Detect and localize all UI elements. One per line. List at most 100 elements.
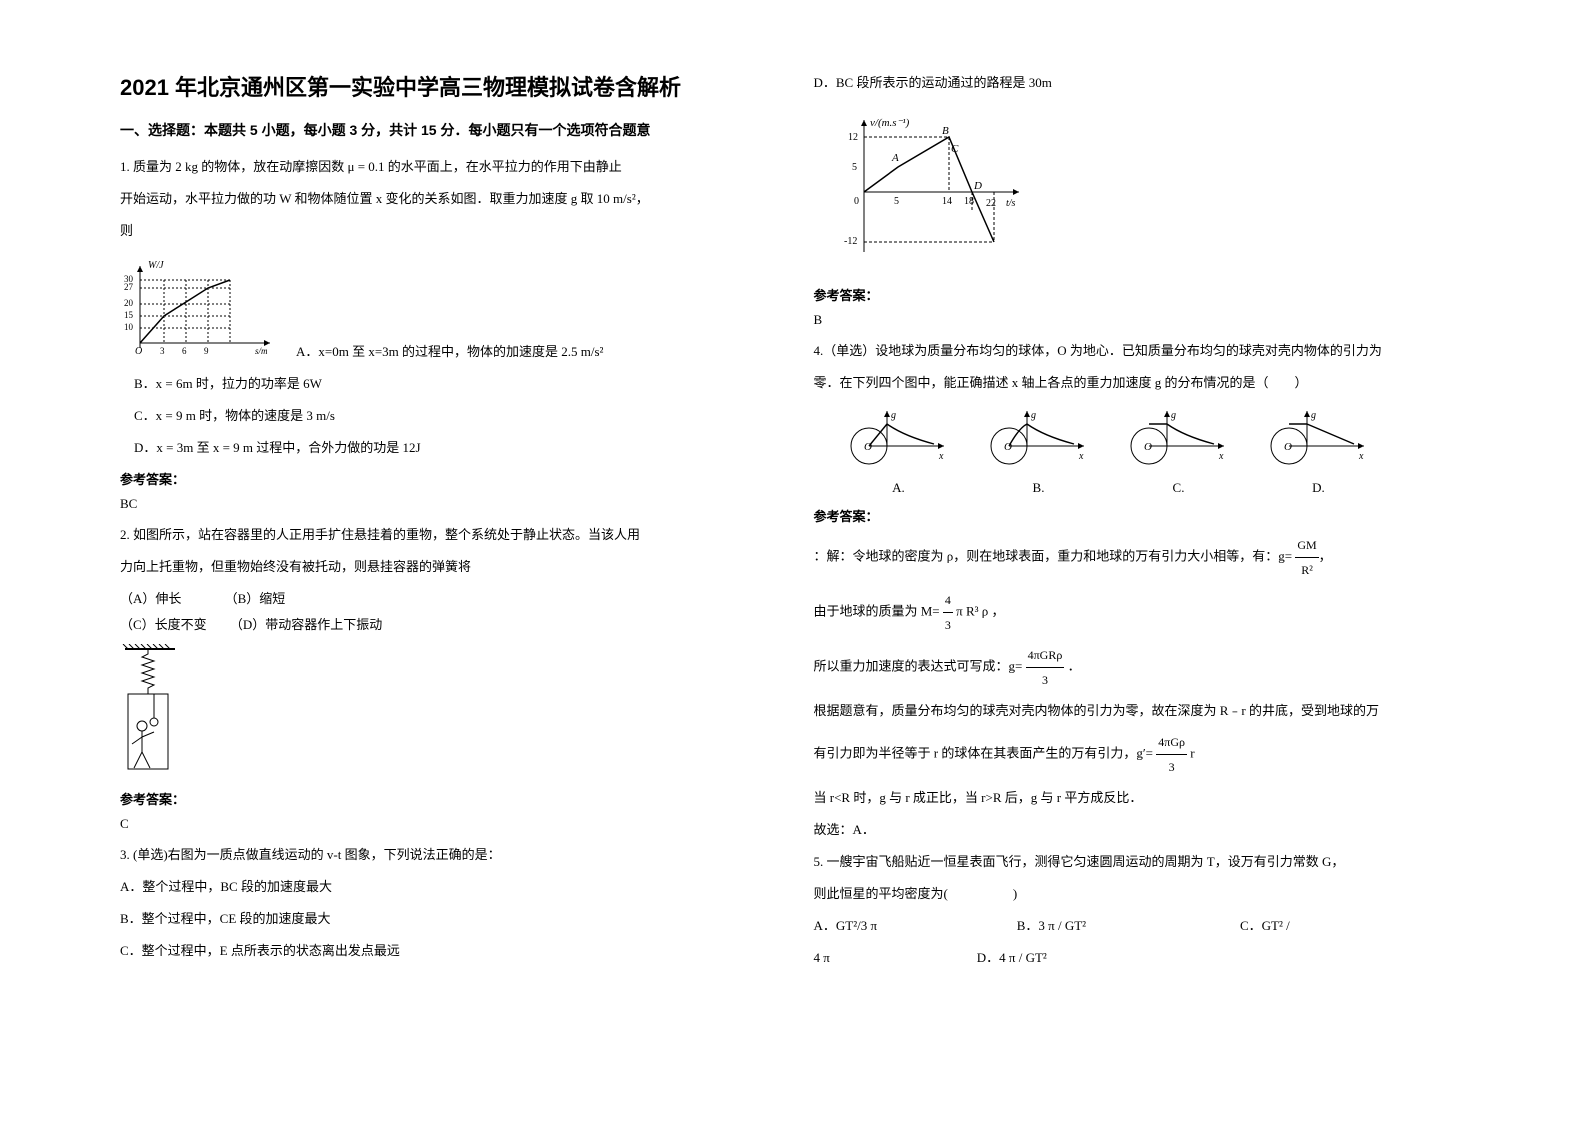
svg-text:-12: -12 bbox=[844, 236, 857, 247]
svg-text:O: O bbox=[135, 346, 142, 357]
svg-text:g: g bbox=[1031, 410, 1036, 421]
svg-text:C: C bbox=[951, 143, 959, 155]
q4-label-d: D. bbox=[1264, 480, 1374, 496]
q4-sol3b: ． bbox=[1068, 658, 1081, 673]
q4-sol-line4: 根据题意有，质量分布均匀的球壳对壳内物体的引力为零，故在深度为 R﹣r 的井底，… bbox=[814, 698, 1468, 724]
q2-option-a: （A）伸长 bbox=[120, 591, 181, 606]
q4-fig-d: O g x D. bbox=[1264, 406, 1374, 496]
svg-text:g: g bbox=[1311, 410, 1316, 421]
q4-fig-b: O g x B. bbox=[984, 406, 1094, 496]
q4-sol3-num: 4πGRρ bbox=[1026, 643, 1065, 668]
q3-answer: B bbox=[814, 312, 1468, 328]
svg-text:20: 20 bbox=[124, 298, 134, 308]
q4-fig-a: O g x A. bbox=[844, 406, 954, 496]
svg-text:9: 9 bbox=[204, 346, 209, 356]
q4-sol5-den: 3 bbox=[1156, 755, 1187, 779]
svg-text:t/s: t/s bbox=[1006, 198, 1016, 209]
q4-sol-line5: 有引力即为半径等于 r 的球体在其表面产生的万有引力，g′= 4πGρ 3 r bbox=[814, 730, 1468, 779]
q4-sol3a: 所以重力加速度的表达式可写成：g= bbox=[814, 658, 1023, 673]
svg-text:3: 3 bbox=[160, 346, 165, 356]
svg-text:D: D bbox=[973, 180, 982, 192]
q1-answer: BC bbox=[120, 496, 774, 512]
q4-label-a: A. bbox=[844, 480, 954, 496]
svg-text:A: A bbox=[891, 152, 899, 164]
q4-sol-line3: 所以重力加速度的表达式可写成：g= 4πGRρ 3 ． bbox=[814, 643, 1468, 692]
svg-text:O: O bbox=[1144, 441, 1152, 453]
q2-option-b: （B）缩短 bbox=[225, 591, 286, 606]
q4-fig-c: O g x C. bbox=[1124, 406, 1234, 496]
q4-stem-line2: 零．在下列四个图中，能正确描述 x 轴上各点的重力加速度 g 的分布情况的是（ … bbox=[814, 370, 1468, 396]
q3-chart: v/(m.s⁻¹) 12 5 0 -12 5 14 18 22 t/s A B … bbox=[834, 112, 1034, 267]
q4-sol3-den: 3 bbox=[1026, 668, 1065, 692]
q5-stem-line1: 5. 一艘宇宙飞船贴近一恒星表面飞行，测得它匀速圆周运动的周期为 T，设万有引力… bbox=[814, 849, 1468, 875]
q3-option-c: C．整个过程中，E 点所表示的状态离出发点最远 bbox=[120, 938, 774, 964]
svg-text:x: x bbox=[1358, 451, 1364, 462]
q5-option-a: A．GT²/3 π bbox=[814, 913, 1014, 939]
svg-text:x: x bbox=[1078, 451, 1084, 462]
q4-label-b: B. bbox=[984, 480, 1094, 496]
q4-sol2-den: 3 bbox=[943, 613, 953, 637]
q5-option-c: C．GT² / bbox=[1240, 918, 1290, 933]
q3-option-d: D．BC 段所表示的运动通过的路程是 30m bbox=[814, 70, 1468, 96]
q3-option-b: B．整个过程中，CE 段的加速度最大 bbox=[120, 906, 774, 932]
svg-text:x: x bbox=[1218, 451, 1224, 462]
q4-sol2-num: 4 bbox=[943, 588, 953, 613]
svg-text:0: 0 bbox=[854, 196, 859, 207]
svg-text:s/m: s/m bbox=[255, 346, 268, 356]
svg-text:27: 27 bbox=[124, 282, 134, 292]
q4-sol-line1: ：解：令地球的密度为 ρ，则在地球表面，重力和地球的万有引力大小相等，有：g= … bbox=[814, 533, 1468, 582]
q4-sol5a: 有引力即为半径等于 r 的球体在其表面产生的万有引力，g′= bbox=[814, 745, 1154, 760]
q4-sol5-frac: 4πGρ 3 bbox=[1156, 730, 1187, 779]
q2-options-row2: （C）长度不变 （D）带动容器作上下振动 bbox=[120, 612, 774, 638]
q3-option-a: A．整个过程中，BC 段的加速度最大 bbox=[120, 874, 774, 900]
q2-options-row1: （A）伸长 （B）缩短 bbox=[120, 586, 774, 612]
q5-options-row2: 4 π D．4 π / GT² bbox=[814, 945, 1468, 971]
q5-options-row1: A．GT²/3 π B．3 π / GT² C．GT² / bbox=[814, 913, 1468, 939]
q2-answer-label: 参考答案： bbox=[120, 789, 774, 808]
q1-stem-line2: 开始运动，水平拉力做的功 W 和物体随位置 x 变化的关系如图．取重力加速度 g… bbox=[120, 186, 774, 212]
q2-option-c: （C）长度不变 bbox=[120, 617, 207, 632]
q2-stem-line2: 力向上托重物，但重物始终没有被托动，则悬挂容器的弹簧将 bbox=[120, 554, 774, 580]
q5-option-b: B．3 π / GT² bbox=[1017, 913, 1237, 939]
svg-text:g: g bbox=[891, 410, 896, 421]
q4-sol1-den: R² bbox=[1295, 558, 1318, 582]
svg-text:14: 14 bbox=[942, 196, 952, 207]
svg-text:B: B bbox=[942, 125, 949, 137]
q4-sol5-num: 4πGρ bbox=[1156, 730, 1187, 755]
q4-sol2-frac: 4 3 bbox=[943, 588, 953, 637]
q1-stem-line1: 1. 质量为 2 kg 的物体，放在动摩擦因数 μ = 0.1 的水平面上，在水… bbox=[120, 154, 774, 180]
q4-option-figures: O g x A. O g x bbox=[844, 406, 1468, 496]
svg-text:5: 5 bbox=[852, 162, 857, 173]
q1-stem-line3: 则 bbox=[120, 218, 774, 244]
q1-option-c: C．x = 9 m 时，物体的速度是 3 m/s bbox=[134, 403, 774, 429]
q5-stem-line2: 则此恒星的平均密度为( ) bbox=[814, 881, 1468, 907]
right-column: D．BC 段所表示的运动通过的路程是 30m v/(m.s⁻¹) 12 5 0 … bbox=[794, 70, 1488, 1082]
svg-text:6: 6 bbox=[182, 346, 187, 356]
svg-text:12: 12 bbox=[848, 132, 858, 143]
q4-sol5b: r bbox=[1190, 745, 1194, 760]
q2-stem-line1: 2. 如图所示，站在容器里的人正用手扩住悬挂着的重物，整个系统处于静止状态。当该… bbox=[120, 522, 774, 548]
svg-text:v/(m.s⁻¹): v/(m.s⁻¹) bbox=[870, 117, 910, 129]
svg-text:5: 5 bbox=[894, 196, 899, 207]
svg-text:W/J: W/J bbox=[148, 260, 164, 271]
q4-sol2a: 由于地球的质量为 M= bbox=[814, 603, 940, 618]
q4-answer-label: 参考答案： bbox=[814, 506, 1468, 525]
q2-option-d: （D）带动容器作上下振动 bbox=[230, 617, 382, 632]
section-heading: 一、选择题：本题共 5 小题，每小题 3 分，共计 15 分．每小题只有一个选项… bbox=[120, 120, 774, 140]
svg-text:15: 15 bbox=[124, 310, 134, 320]
q4-sol-line7: 故选：A． bbox=[814, 817, 1468, 843]
svg-text:g: g bbox=[1171, 410, 1176, 421]
q2-figure bbox=[120, 644, 774, 779]
q4-sol1-text: ：解：令地球的密度为 ρ，则在地球表面，重力和地球的万有引力大小相等，有：g= bbox=[814, 548, 1293, 563]
left-column: 2021 年北京通州区第一实验中学高三物理模拟试卷含解析 一、选择题：本题共 5… bbox=[100, 70, 794, 1082]
q4-stem-line1: 4.（单选）设地球为质量分布均匀的球体，O 为地心．已知质量分布均匀的球壳对壳内… bbox=[814, 338, 1468, 364]
q3-answer-label: 参考答案： bbox=[814, 285, 1468, 304]
q5-option-d: D．4 π / GT² bbox=[977, 950, 1047, 965]
svg-text:10: 10 bbox=[124, 322, 134, 332]
q1-option-d: D．x = 3m 至 x = 9 m 过程中，合外力做的功是 12J bbox=[134, 435, 774, 461]
q1-option-a: A．x=0m 至 x=3m 的过程中，物体的加速度是 2.5 m/s² bbox=[296, 339, 603, 365]
q4-sol-line6: 当 r<R 时，g 与 r 成正比，当 r>R 后，g 与 r 平方成反比． bbox=[814, 785, 1468, 811]
q2-answer: C bbox=[120, 816, 774, 832]
q1-answer-label: 参考答案： bbox=[120, 469, 774, 488]
q4-sol1-frac: GM R² bbox=[1295, 533, 1318, 582]
